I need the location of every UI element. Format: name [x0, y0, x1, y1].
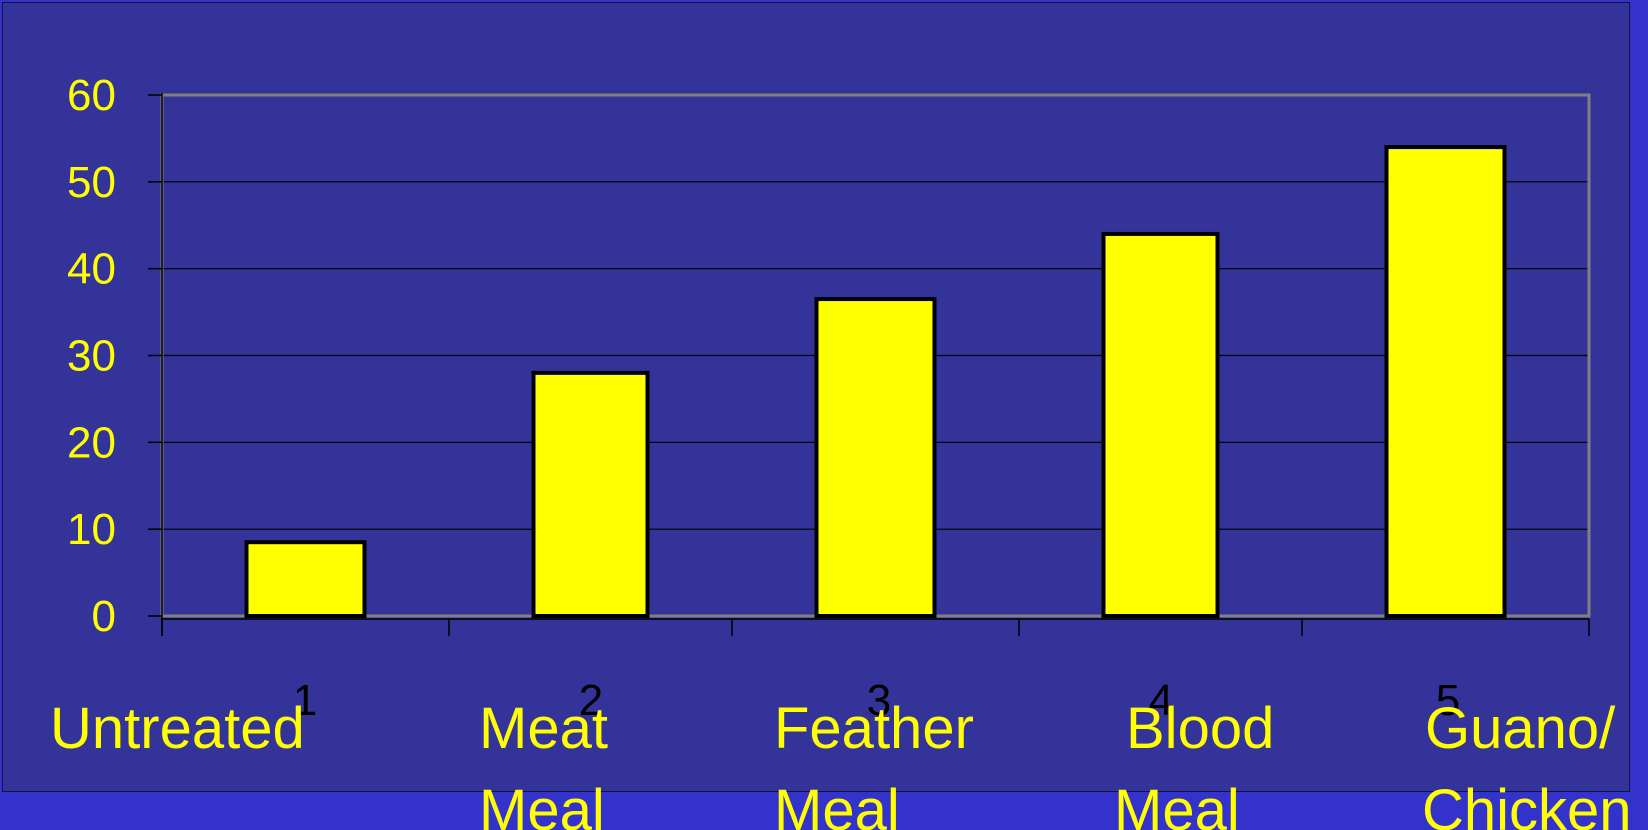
y-tick-label: 20 [67, 418, 116, 467]
x-tick-label: 1 [293, 676, 317, 725]
category-name: Meal [479, 778, 605, 830]
bar-5 [1384, 145, 1507, 618]
category-name: Untreated [50, 696, 305, 761]
x-tick-labels: 1 2 3 4 5 [293, 676, 1460, 725]
x-tick-label: 3 [867, 676, 891, 725]
category-name: Blood [1126, 696, 1274, 761]
axes [148, 93, 1590, 636]
category-name: Meal [1114, 778, 1240, 830]
bar-series [244, 145, 1507, 619]
x-tick-label: 5 [1436, 676, 1460, 725]
y-tick-label: 30 [67, 332, 116, 381]
x-tick-label: 2 [579, 676, 603, 725]
bar-4 [1101, 231, 1220, 619]
y-tick-label: 0 [92, 592, 116, 641]
category-name: Guano/ [1425, 696, 1616, 761]
category-name: Chicken [1422, 778, 1632, 830]
y-tick-label: 40 [67, 245, 116, 294]
y-tick-label: 10 [67, 505, 116, 554]
bar-2 [531, 370, 650, 618]
y-tick-labels: 0 10 20 30 40 50 60 [67, 71, 116, 641]
category-name: Feather [774, 696, 974, 761]
category-name: Meat [479, 696, 608, 761]
x-tick-label: 4 [1149, 676, 1173, 725]
category-names: Untreated Meat Meal Feather Meal Blood Meal Gua… [50, 696, 1632, 830]
y-tick-label: 50 [67, 158, 116, 207]
category-name: Meal [774, 778, 900, 830]
bar-3 [814, 297, 937, 618]
bar-1 [244, 540, 367, 618]
y-tick-label: 60 [67, 71, 116, 120]
